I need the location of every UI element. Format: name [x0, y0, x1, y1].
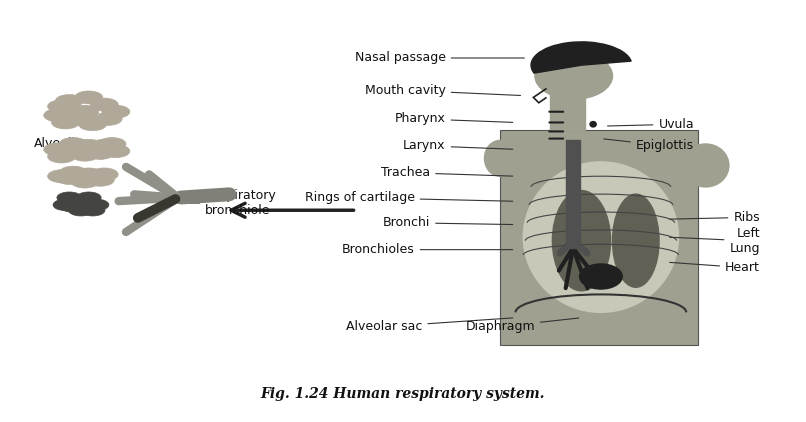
Text: Left
Lung: Left Lung — [670, 227, 760, 255]
Ellipse shape — [523, 162, 679, 312]
Ellipse shape — [535, 53, 613, 99]
FancyArrowPatch shape — [126, 199, 176, 232]
Circle shape — [84, 199, 109, 211]
Circle shape — [73, 197, 98, 209]
Text: Pharynx: Pharynx — [395, 112, 513, 125]
Circle shape — [75, 139, 102, 152]
Text: Respiratory
bronchiole: Respiratory bronchiole — [181, 189, 277, 217]
Circle shape — [48, 150, 76, 163]
FancyArrowPatch shape — [575, 250, 591, 271]
Circle shape — [67, 112, 95, 125]
Circle shape — [90, 168, 118, 181]
Circle shape — [59, 166, 87, 179]
Circle shape — [59, 138, 87, 150]
Circle shape — [56, 95, 83, 108]
Text: Uvula: Uvula — [608, 118, 694, 131]
Text: Heart: Heart — [670, 261, 760, 274]
Circle shape — [90, 139, 118, 152]
Circle shape — [98, 138, 126, 150]
FancyArrowPatch shape — [574, 251, 588, 288]
Circle shape — [44, 143, 72, 156]
Text: Fig. 1.24 Human respiratory system.: Fig. 1.24 Human respiratory system. — [261, 387, 545, 401]
Ellipse shape — [613, 194, 659, 287]
Ellipse shape — [683, 144, 729, 187]
Circle shape — [71, 175, 99, 188]
Text: Epiglottis: Epiglottis — [604, 139, 694, 152]
Circle shape — [44, 109, 72, 122]
Text: Bronchi: Bronchi — [383, 216, 513, 229]
FancyArrowPatch shape — [142, 199, 176, 218]
Circle shape — [102, 145, 130, 157]
Circle shape — [94, 112, 122, 125]
FancyArrowPatch shape — [134, 195, 175, 197]
Text: Ribs: Ribs — [670, 211, 760, 224]
Text: Diaphragm: Diaphragm — [465, 318, 579, 333]
Circle shape — [48, 100, 76, 113]
Text: Larynx: Larynx — [403, 139, 513, 152]
Circle shape — [59, 105, 87, 118]
Text: Mouth cavity: Mouth cavity — [365, 84, 521, 97]
Ellipse shape — [552, 191, 611, 291]
Wedge shape — [531, 42, 631, 73]
FancyArrowPatch shape — [566, 251, 572, 288]
Ellipse shape — [580, 264, 622, 289]
Circle shape — [75, 91, 102, 104]
Circle shape — [52, 116, 80, 129]
FancyArrowPatch shape — [149, 174, 176, 196]
Circle shape — [86, 173, 114, 186]
Circle shape — [60, 201, 85, 212]
Circle shape — [57, 192, 81, 203]
Circle shape — [102, 105, 130, 118]
Circle shape — [77, 192, 101, 203]
FancyArrowPatch shape — [560, 243, 571, 253]
Ellipse shape — [484, 141, 516, 176]
FancyArrowPatch shape — [126, 167, 176, 196]
Circle shape — [79, 118, 106, 131]
Circle shape — [56, 145, 83, 157]
Text: Trachea: Trachea — [381, 166, 513, 179]
Circle shape — [69, 205, 93, 216]
Ellipse shape — [590, 122, 596, 127]
Circle shape — [86, 146, 114, 160]
Circle shape — [75, 168, 102, 181]
Bar — [550, 94, 585, 130]
Bar — [566, 141, 580, 248]
Circle shape — [48, 170, 76, 183]
Circle shape — [71, 148, 99, 161]
Text: Alveolar sac: Alveolar sac — [346, 318, 513, 333]
Circle shape — [71, 105, 99, 118]
Text: Nasal passage: Nasal passage — [355, 51, 525, 65]
Text: Bronchioles: Bronchioles — [342, 243, 513, 256]
PathPatch shape — [500, 130, 698, 345]
Circle shape — [56, 172, 83, 184]
FancyArrowPatch shape — [575, 243, 587, 253]
Circle shape — [90, 98, 118, 111]
Circle shape — [53, 199, 78, 211]
FancyArrowPatch shape — [118, 198, 175, 201]
FancyArrowPatch shape — [181, 194, 230, 197]
Text: Alveoli: Alveoli — [35, 138, 93, 154]
Text: Rings of cartilage: Rings of cartilage — [305, 191, 513, 204]
FancyArrowPatch shape — [138, 199, 176, 218]
Circle shape — [80, 205, 105, 216]
FancyArrowPatch shape — [559, 250, 571, 271]
